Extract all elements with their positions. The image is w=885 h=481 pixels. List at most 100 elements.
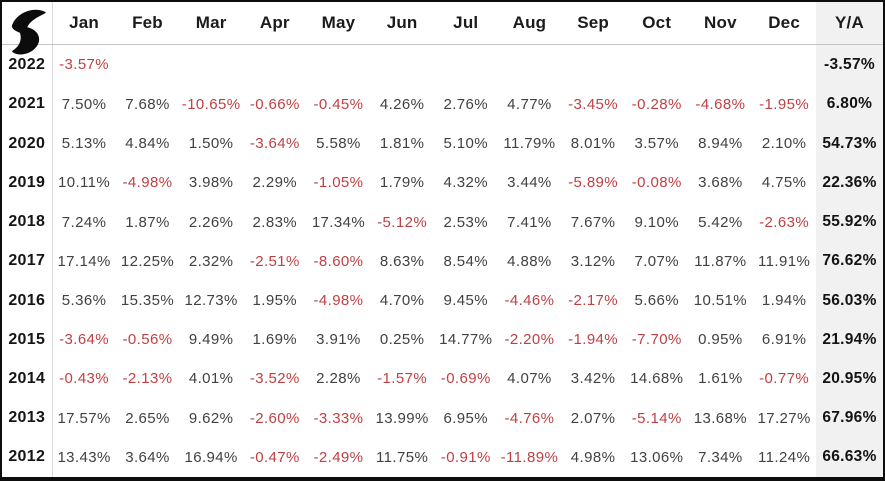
return-cell: 6.95% <box>443 409 489 427</box>
return-cell: 5.36% <box>61 292 107 309</box>
return-cell: 4.77% <box>507 95 552 113</box>
return-cell: 8.94% <box>698 135 743 153</box>
return-cell: -1.95% <box>759 95 810 113</box>
return-cell: -3.33% <box>313 409 364 427</box>
year-label: 2021 <box>2 84 53 125</box>
return-cell: -2.60% <box>249 409 300 427</box>
return-cell: -3.57% <box>59 56 110 74</box>
yearly-aggregate-cell: 67.96% <box>816 398 883 438</box>
column-header-jun: Jun <box>370 2 434 45</box>
return-cell: -2.49% <box>313 448 364 466</box>
return-cell: 1.69% <box>252 331 298 349</box>
yearly-aggregate-cell: 22.36% <box>816 163 883 203</box>
return-cell: -8.60% <box>313 252 364 270</box>
column-header-dec: Dec <box>752 2 816 45</box>
yearly-aggregate-cell: 54.73% <box>816 124 883 164</box>
return-cell: 5.10% <box>443 135 489 153</box>
return-cell: 3.44% <box>507 174 552 192</box>
return-cell: -5.89% <box>568 174 619 192</box>
return-cell: 1.79% <box>379 174 425 192</box>
return-cell: 11.24% <box>758 448 811 466</box>
return-cell: -4.76% <box>504 409 555 427</box>
header-row: Jan Feb Mar Apr May Jun Jul Aug Sep Oct Nov Dec Y/A <box>2 2 883 55</box>
return-cell: -5.14% <box>631 409 682 427</box>
return-cell: -1.57% <box>377 370 428 388</box>
return-cell: -0.45% <box>313 95 364 113</box>
yearly-aggregate-cell: 56.03% <box>816 280 883 321</box>
table-row-2014: 2014 -0.43% -2.13% 4.01% -3.52% 2.28% -1.57% -0… <box>2 359 883 399</box>
table-row-2022: 2022 -3.57% -3.57% <box>2 44 883 85</box>
column-header-jan: Jan <box>52 2 116 45</box>
return-cell: 15.35% <box>120 292 175 309</box>
return-cell: 6.91% <box>761 331 807 349</box>
return-cell: 13.99% <box>375 409 429 427</box>
return-cell: 4.01% <box>188 370 234 388</box>
return-cell: -0.28% <box>631 95 682 113</box>
return-cell: 4.98% <box>570 448 616 466</box>
table-row-2021: 2021 7.50% 7.68% -10.65% -0.66% -0.45% 4.26% 2.… <box>2 84 883 125</box>
return-cell: 4.75% <box>761 174 807 192</box>
return-cell: 11.75% <box>376 448 429 466</box>
year-label: 2014 <box>2 359 53 399</box>
logo-cell <box>2 2 53 55</box>
return-cell: 17.14% <box>57 252 111 270</box>
table-row-2019: 2019 10.11% -4.98% 3.98% 2.29% -1.05% 1.79% 4.3… <box>2 163 883 203</box>
return-cell <box>434 45 498 85</box>
column-header-may: May <box>306 2 371 45</box>
return-cell: 3.42% <box>570 370 616 388</box>
return-cell <box>625 45 689 85</box>
return-cell: -3.64% <box>249 135 300 153</box>
return-cell: -4.68% <box>695 95 746 113</box>
returns-table-body: 2022 -3.57% -3.57% 2021 7.50% 7.68% -10.65% -0.… <box>2 44 883 477</box>
return-cell: 17.27% <box>757 409 811 427</box>
return-cell: -0.69% <box>440 370 491 388</box>
year-label: 2013 <box>2 398 53 438</box>
return-cell: 4.70% <box>379 292 425 309</box>
return-cell: -2.13% <box>122 370 173 388</box>
return-cell: 11.87% <box>694 252 747 270</box>
table-row-2015: 2015 -3.64% -0.56% 9.49% 1.69% 3.91% 0.25% 14.7… <box>2 320 883 360</box>
return-cell: 8.54% <box>443 252 489 270</box>
yearly-aggregate-cell: -3.57% <box>816 44 883 85</box>
return-cell: 0.95% <box>698 331 743 349</box>
return-cell: 1.87% <box>125 213 170 231</box>
return-cell: 12.73% <box>184 292 238 309</box>
return-cell: 1.95% <box>252 292 298 309</box>
return-cell <box>370 45 434 85</box>
return-cell: 7.68% <box>125 95 170 113</box>
brand-r-swoosh-icon <box>11 9 46 55</box>
return-cell: 7.50% <box>61 95 107 113</box>
column-header-feb: Feb <box>115 2 180 45</box>
return-cell <box>689 45 753 85</box>
year-label: 2018 <box>2 202 53 242</box>
return-cell: 4.84% <box>125 135 170 153</box>
return-cell: -0.43% <box>59 370 110 388</box>
return-cell: 5.58% <box>316 135 361 153</box>
return-cell: 1.81% <box>379 135 425 153</box>
return-cell: 8.01% <box>570 135 616 153</box>
return-cell: 16.94% <box>184 448 238 466</box>
return-cell: 9.45% <box>443 292 489 309</box>
return-cell <box>307 45 371 85</box>
year-label: 2012 <box>2 437 53 477</box>
return-cell: 3.98% <box>188 174 234 192</box>
column-header-aug: Aug <box>497 2 562 45</box>
column-header-nov: Nov <box>688 2 753 45</box>
table-row-2012: 2012 13.43% 3.64% 16.94% -0.47% -2.49% 11.75% -… <box>2 437 883 477</box>
return-cell: 2.07% <box>570 409 616 427</box>
return-cell: -0.47% <box>249 448 300 466</box>
return-cell: -0.08% <box>631 174 682 192</box>
table-row-2016: 2016 5.36% 15.35% 12.73% 1.95% -4.98% 4.70% 9.4… <box>2 280 883 321</box>
return-cell: 3.68% <box>698 174 743 192</box>
return-cell: -1.94% <box>568 331 619 349</box>
return-cell: 5.13% <box>61 135 107 153</box>
return-cell: 2.28% <box>316 370 361 388</box>
year-label: 2020 <box>2 124 53 164</box>
year-label: 2017 <box>2 241 53 281</box>
return-cell: 2.65% <box>125 409 170 427</box>
return-cell: -3.64% <box>59 331 110 349</box>
return-cell: 2.32% <box>188 252 234 270</box>
return-cell: -3.52% <box>249 370 300 388</box>
return-cell: 5.42% <box>698 213 743 231</box>
